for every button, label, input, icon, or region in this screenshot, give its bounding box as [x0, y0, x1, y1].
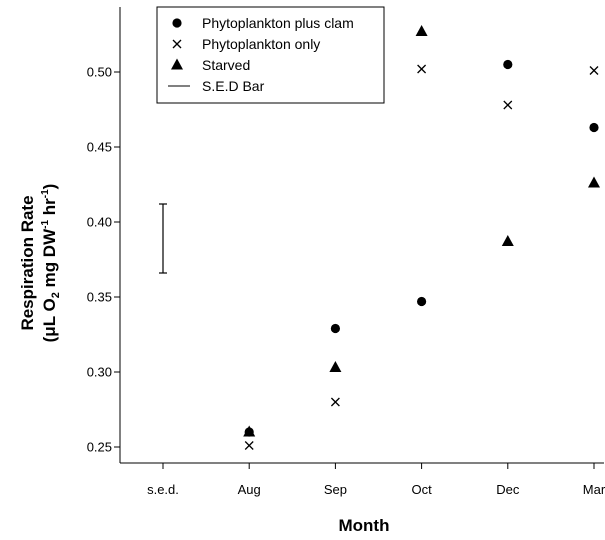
legend-circle-icon: [172, 18, 182, 28]
y-tick-label: 0.40: [87, 215, 112, 230]
cross-point-stroke-b: [503, 100, 513, 110]
legend: Phytoplankton plus clam Phytoplankton on…: [156, 6, 385, 104]
y-tick-label: 0.30: [87, 365, 112, 380]
cross-point: [589, 66, 599, 75]
y-tick-label: 0.50: [87, 65, 112, 80]
ylabel-sup2: -1: [40, 189, 51, 198]
cross-point-stroke-b: [417, 64, 427, 74]
triangle-point: [588, 176, 600, 188]
circle-point: [417, 296, 427, 307]
legend-markers: [168, 18, 190, 87]
y-axis-title-line1: Respiration Rate: [18, 195, 37, 330]
ylabel-part3: hr: [40, 198, 59, 220]
circle-point: [503, 59, 513, 70]
circle-point: [589, 122, 599, 133]
x-axis-title: Month: [339, 516, 390, 535]
ylabel-part4: ): [40, 184, 59, 190]
x-tick-label: Sep: [324, 482, 347, 497]
legend-label-0: Phytoplankton plus clam: [202, 15, 354, 31]
y-axis-title-line2: (μL O2 mg DW-1 hr-1): [40, 184, 62, 343]
data-points: [243, 25, 600, 450]
x-tick-label: Mar: [583, 482, 605, 497]
sed-bar: [159, 203, 167, 274]
legend-label-3: S.E.D Bar: [202, 78, 265, 94]
cross-point: [417, 64, 427, 74]
cross-point: [503, 100, 513, 110]
x-ticks: s.e.d. Aug Sep Oct Dec Mar: [147, 463, 605, 497]
legend-triangle-icon: [171, 58, 183, 70]
legend-cross-icon: [172, 39, 182, 49]
cross-point-stroke-b: [330, 397, 340, 407]
y-tick-label: 0.35: [87, 290, 112, 305]
cross-point-stroke-b: [244, 441, 254, 450]
y-axis-title: Respiration Rate (μL O2 mg DW-1 hr-1): [18, 184, 62, 343]
axes: [119, 7, 604, 464]
ylabel-sup1: -1: [40, 220, 51, 229]
circle-point: [330, 323, 340, 334]
y-tick-label: 0.25: [87, 440, 112, 455]
cross-point: [330, 397, 340, 407]
triangle-point: [329, 361, 342, 372]
x-tick-label: Aug: [238, 482, 261, 497]
legend-cross-icon-stroke-b: [172, 39, 182, 49]
legend-label-1: Phytoplankton only: [202, 36, 320, 52]
ylabel-part2: mg DW: [40, 228, 59, 292]
triangle-point: [501, 235, 514, 246]
y-tick-label: 0.45: [87, 140, 112, 155]
ylabel-sub: 2: [50, 292, 62, 298]
ylabel-part1: (μL O: [40, 298, 59, 342]
legend-label-2: Starved: [202, 57, 250, 73]
x-tick-label: Dec: [496, 482, 520, 497]
legend-box: [156, 6, 385, 104]
y-ticks: 0.25 0.30 0.35 0.40 0.45 0.50: [87, 65, 120, 455]
triangle-point: [243, 425, 256, 437]
cross-point: [244, 441, 254, 450]
x-tick-label: s.e.d.: [147, 482, 179, 497]
x-tick-label: Oct: [411, 482, 432, 497]
triangle-point: [415, 25, 428, 36]
cross-point-stroke-b: [589, 66, 599, 75]
